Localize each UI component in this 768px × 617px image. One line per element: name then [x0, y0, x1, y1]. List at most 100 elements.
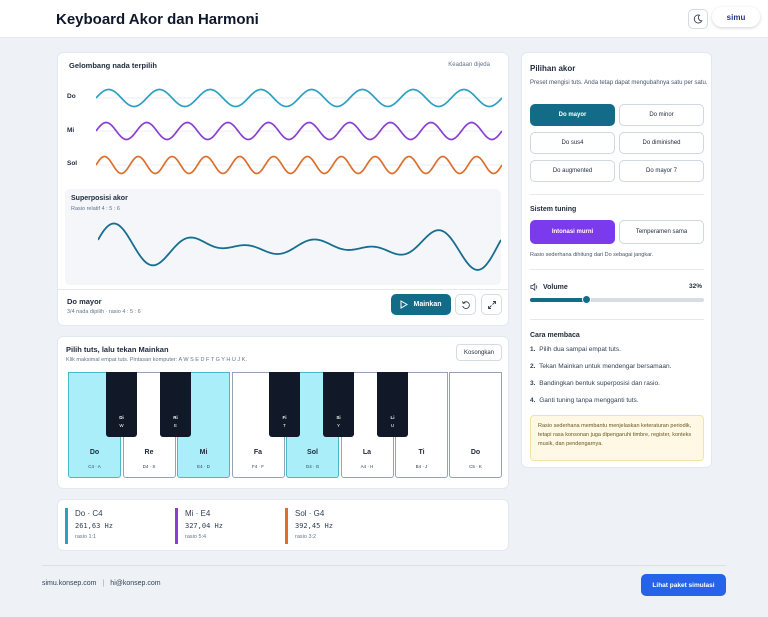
- preset-do-augmented[interactable]: Do augmented: [530, 160, 615, 182]
- step-number: 4.: [530, 397, 536, 404]
- step-text: Ganti tuning tanpa mengganti tuts.: [539, 397, 639, 404]
- top-bar: Keyboard Akor dan Harmoni simu: [0, 0, 768, 38]
- wave-do: [96, 88, 502, 108]
- play-icon: [400, 300, 409, 309]
- preset-do-sus4[interactable]: Do sus4: [530, 132, 615, 154]
- step-text: Bandingkan bentuk superposisi dan rasio.: [539, 380, 660, 387]
- volume-label: Volume: [543, 283, 568, 291]
- key-shortcut: D4 · S: [142, 464, 156, 469]
- wave-card: Gelombang nada terpilih Keadaan dijeda D…: [57, 52, 509, 326]
- superposition-wave: [98, 222, 501, 271]
- key-shortcut: Y: [336, 423, 340, 428]
- volume-value: 32%: [688, 283, 702, 290]
- black-key-di[interactable]: Di W: [106, 372, 137, 437]
- black-key-fi[interactable]: Fi T: [269, 372, 300, 437]
- view-packages-button[interactable]: Lihat paket simulasi: [641, 574, 726, 596]
- footer-separator: |: [102, 580, 105, 587]
- superposition-panel: Superposisi akor Rasio relatif 4 : 5 : 6: [65, 189, 501, 285]
- key-label: Si: [336, 415, 341, 420]
- clear-button[interactable]: Kosongkan: [456, 344, 502, 361]
- wave-mi: [96, 121, 502, 141]
- volume-slider-thumb[interactable]: [581, 295, 591, 304]
- key-shortcut: F4 · F: [252, 464, 264, 469]
- tuning-title: Sistem tuning: [530, 206, 577, 213]
- key-shortcut: U: [390, 423, 395, 428]
- wave-label-do: Do: [67, 93, 76, 100]
- key-label: La: [362, 449, 372, 456]
- key-label: Ri: [173, 415, 178, 420]
- reading-guide-title: Cara membaca: [530, 332, 580, 339]
- key-label: Mi: [199, 449, 208, 456]
- consonance-note: Rasio sederhana membantu menjelaskan ket…: [530, 415, 704, 461]
- reading-step: 4. Ganti tuning tanpa mengganti tuts.: [530, 397, 706, 414]
- preset-do-mayor[interactable]: Do mayor: [530, 104, 615, 126]
- black-key-li[interactable]: Li U: [377, 372, 408, 437]
- superposition-title: Superposisi akor: [71, 195, 128, 202]
- current-chord-name: Do mayor: [67, 297, 102, 306]
- divider: [530, 194, 704, 195]
- key-shortcut: C5 · K: [469, 464, 482, 469]
- tuning-temperamen-sama[interactable]: Temperamen sama: [619, 220, 704, 244]
- key-shortcut: E: [173, 423, 177, 428]
- key-shortcut: G4 · G: [305, 464, 320, 469]
- key-shortcut: B4 · J: [415, 464, 428, 469]
- current-chord-info: 3/4 nada dipilih · rasio 4 : 5 : 6: [67, 309, 141, 315]
- reset-button[interactable]: [455, 294, 476, 315]
- play-button-label: Mainkan: [413, 301, 442, 308]
- play-button[interactable]: Mainkan: [391, 294, 451, 315]
- key-label: Re: [144, 449, 154, 456]
- note-mi: Mi · E4 327,04 Hz rasio 5:4: [175, 508, 271, 544]
- reading-step: 1. Pilih dua sampai empat tuts.: [530, 346, 706, 363]
- note-title: Mi · E4: [185, 509, 211, 518]
- chord-options-desc: Preset mengisi tuts. Anda tetap dapat me…: [530, 80, 708, 86]
- keyboard-title: Pilih tuts, lalu tekan Mainkan: [66, 345, 169, 354]
- key-label: Ti: [418, 449, 425, 456]
- fullscreen-button[interactable]: [481, 294, 502, 315]
- preset-do-minor[interactable]: Do minor: [619, 104, 704, 126]
- key-label: Fa: [253, 449, 263, 456]
- wave-card-title: Gelombang nada terpilih: [69, 61, 157, 70]
- black-key-ri[interactable]: Ri E: [160, 372, 191, 437]
- tuning-intonasi-murni[interactable]: Intonasi murni: [530, 220, 615, 244]
- white-key-do-high[interactable]: Do C5 · K: [449, 372, 502, 478]
- footer-links: simu.konsep.com | hi@konsep.com: [42, 580, 161, 587]
- keyboard-card: Pilih tuts, lalu tekan Mainkan Klik maks…: [57, 336, 509, 489]
- note-title: Do · C4: [75, 509, 103, 518]
- note-ratio: rasio 3:2: [295, 534, 317, 540]
- chord-options-panel: Pilihan akor Preset mengisi tuts. Anda t…: [521, 52, 712, 468]
- key-shortcut: A4 · H: [360, 464, 374, 469]
- key-label: Di: [119, 415, 124, 420]
- step-number: 1.: [530, 346, 536, 353]
- volume-label-group: Volume: [530, 283, 568, 291]
- step-text: Pilih dua sampai empat tuts.: [539, 346, 621, 353]
- black-key-si[interactable]: Si Y: [323, 372, 354, 437]
- preset-do-mayor-7[interactable]: Do mayor 7: [619, 160, 704, 182]
- app-title: Keyboard Akor dan Harmoni: [56, 11, 259, 28]
- key-label: Do: [470, 449, 481, 456]
- step-text: Tekan Mainkan untuk mendengar bersamaan.: [539, 363, 672, 370]
- keyboard-hint: Klik maksimal empat tuts. Pintasan kompu…: [66, 357, 247, 363]
- step-number: 2.: [530, 363, 536, 370]
- wave-label-sol: Sol: [67, 160, 78, 167]
- note-frequency: 327,04 Hz: [185, 522, 223, 530]
- key-label: Do: [89, 449, 100, 456]
- footer-email-link[interactable]: hi@konsep.com: [110, 580, 161, 587]
- footer-site-link[interactable]: simu.konsep.com: [42, 580, 97, 587]
- note-frequency: 261,63 Hz: [75, 522, 113, 530]
- wave-label-mi: Mi: [67, 127, 75, 134]
- key-shortcut: T: [283, 423, 286, 428]
- key-label: Li: [390, 415, 395, 420]
- divider: [530, 319, 704, 320]
- preset-do-diminished[interactable]: Do diminished: [619, 132, 704, 154]
- theme-toggle-button[interactable]: [688, 9, 708, 29]
- note-ratio: rasio 5:4: [185, 534, 207, 540]
- note-do: Do · C4 261,63 Hz rasio 1:1: [65, 508, 161, 544]
- simu-logo[interactable]: simu: [712, 7, 760, 27]
- expand-icon: [487, 300, 496, 309]
- reading-step: 3. Bandingkan bentuk superposisi dan ras…: [530, 380, 706, 397]
- key-shortcut: E4 · D: [197, 464, 210, 469]
- volume-slider[interactable]: [530, 295, 704, 304]
- wave-sol: [96, 155, 502, 175]
- volume-slider-fill: [530, 298, 586, 302]
- tuning-note: Rasio sederhana dihitung dari Do sebagai…: [530, 252, 654, 258]
